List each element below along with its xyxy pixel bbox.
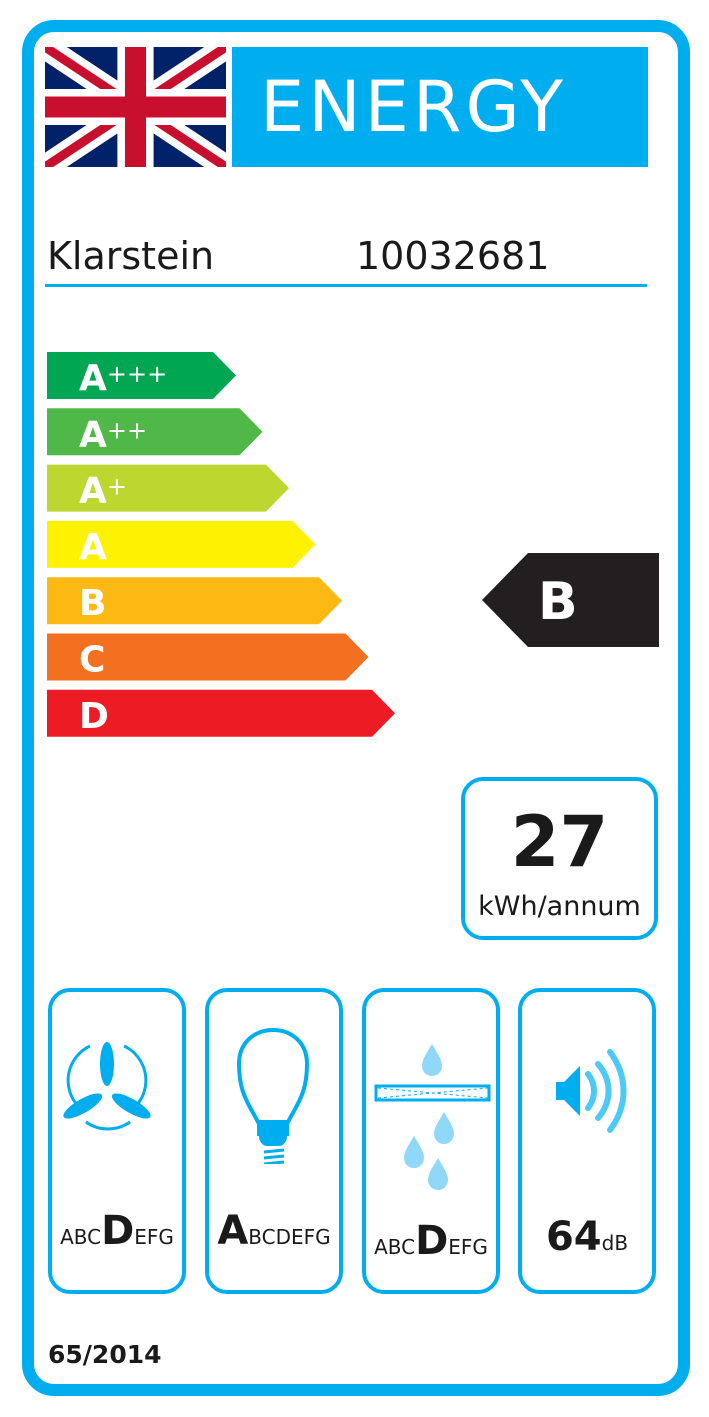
energy-class-bar	[47, 633, 369, 681]
energy-class-bar	[47, 464, 289, 512]
model-number: 10032681	[356, 234, 550, 278]
speaker-icon	[556, 1049, 627, 1133]
energy-class-bar	[47, 352, 236, 399]
label-frame	[22, 20, 690, 1396]
regulation-number: 65/2014	[48, 1340, 162, 1369]
rating-indicator: B	[482, 553, 659, 647]
rating-letter: B	[538, 572, 578, 632]
lighting-class-scale: ABCDEFG	[217, 1208, 331, 1254]
fluid-class-scale: ABCDEFG	[60, 1208, 174, 1254]
noise-level-box: 64dB	[518, 988, 656, 1294]
grease-class-scale: ABCDEFG	[374, 1218, 488, 1264]
energy-class-bar	[47, 408, 263, 456]
fan-icon	[63, 1042, 151, 1131]
energy-class-label: A+	[79, 471, 127, 512]
fluid-dynamic-efficiency-box: ABCDEFG	[48, 988, 186, 1294]
energy-title: ENERGY	[232, 47, 648, 167]
lighting-efficiency-box: ABCDEFG	[205, 988, 343, 1294]
uk-flag-icon	[45, 47, 226, 167]
energy-class-bar	[47, 520, 316, 568]
noise-value: 64dB	[545, 1214, 629, 1260]
energy-class-scale: A+++A++A+ABCD	[47, 352, 395, 737]
divider	[45, 284, 647, 287]
energy-class-label: B	[79, 583, 106, 624]
consumption-value: 27	[510, 801, 609, 883]
light-bulb-icon	[236, 1027, 310, 1164]
energy-class-label: D	[79, 696, 109, 737]
grease-filter-icon	[374, 1044, 491, 1190]
energy-class-label: C	[79, 640, 105, 681]
grease-filtering-efficiency-box: ABCDEFG	[362, 988, 500, 1294]
energy-class-bar	[47, 689, 395, 737]
consumption-unit: kWh/annum	[478, 891, 641, 922]
energy-consumption-box: 27 kWh/annum	[461, 777, 658, 940]
brand-name: Klarstein	[47, 234, 215, 278]
energy-class-label: A	[79, 527, 107, 568]
energy-class-bar	[47, 577, 342, 625]
